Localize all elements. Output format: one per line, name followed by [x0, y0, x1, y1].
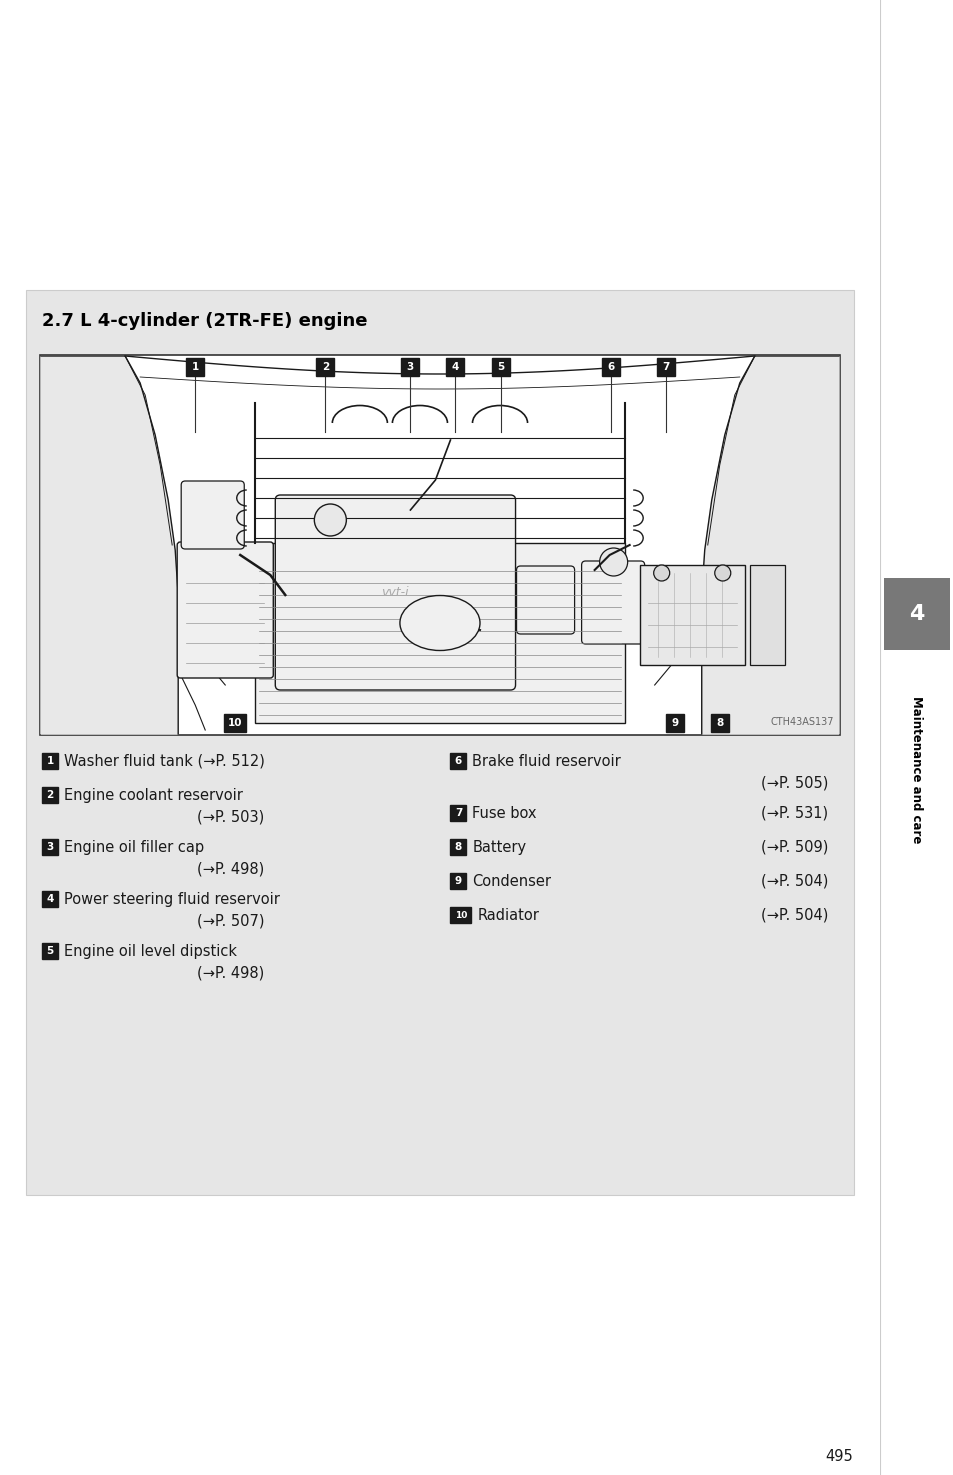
FancyBboxPatch shape [710, 714, 728, 732]
Text: Engine oil filler cap: Engine oil filler cap [64, 839, 204, 856]
Text: (→P. 507): (→P. 507) [197, 914, 264, 929]
Text: Maintenance and care: Maintenance and care [909, 696, 923, 844]
Polygon shape [701, 355, 838, 735]
FancyBboxPatch shape [42, 891, 58, 907]
FancyBboxPatch shape [450, 754, 466, 768]
FancyBboxPatch shape [450, 907, 471, 923]
Text: 9: 9 [671, 717, 678, 727]
FancyBboxPatch shape [581, 560, 644, 645]
Polygon shape [41, 355, 178, 735]
Text: 4: 4 [452, 361, 458, 372]
Text: Fuse box: Fuse box [472, 805, 537, 822]
FancyBboxPatch shape [177, 541, 273, 679]
Text: Engine coolant reservoir: Engine coolant reservoir [64, 788, 243, 802]
Text: 1: 1 [47, 757, 53, 766]
Text: (→P. 531): (→P. 531) [760, 805, 827, 822]
Text: (→P. 498): (→P. 498) [197, 861, 264, 878]
FancyBboxPatch shape [186, 358, 204, 376]
Text: 4: 4 [908, 603, 923, 624]
FancyBboxPatch shape [40, 355, 839, 735]
Text: Radiator: Radiator [477, 909, 538, 923]
Text: 9: 9 [455, 876, 461, 886]
FancyBboxPatch shape [450, 839, 466, 856]
FancyBboxPatch shape [516, 566, 574, 634]
Text: (→P. 505): (→P. 505) [760, 776, 827, 791]
Text: (→P. 504): (→P. 504) [760, 875, 827, 889]
FancyBboxPatch shape [639, 565, 744, 665]
Text: 2: 2 [321, 361, 329, 372]
Text: Battery: Battery [472, 839, 526, 856]
Text: 6: 6 [606, 361, 614, 372]
Circle shape [714, 565, 730, 581]
FancyBboxPatch shape [491, 358, 509, 376]
Text: (→P. 509): (→P. 509) [760, 839, 827, 856]
Text: Engine oil level dipstick: Engine oil level dipstick [64, 944, 236, 959]
FancyBboxPatch shape [254, 543, 624, 723]
FancyBboxPatch shape [883, 578, 949, 650]
Ellipse shape [399, 596, 479, 650]
FancyBboxPatch shape [26, 291, 853, 1195]
Text: Washer fluid tank (→P. 512): Washer fluid tank (→P. 512) [64, 754, 265, 768]
FancyBboxPatch shape [42, 754, 58, 768]
Text: 7: 7 [455, 808, 461, 819]
Text: vvt-i: vvt-i [381, 586, 409, 599]
Text: (→P. 498): (→P. 498) [197, 966, 264, 981]
Text: 4: 4 [47, 894, 53, 904]
FancyBboxPatch shape [224, 714, 246, 732]
Circle shape [599, 549, 627, 577]
Text: 3: 3 [406, 361, 414, 372]
Text: Engine compartment: Engine compartment [35, 77, 377, 105]
FancyBboxPatch shape [450, 873, 466, 889]
Text: 7: 7 [661, 361, 669, 372]
FancyBboxPatch shape [275, 496, 515, 690]
Text: CTH43AS137: CTH43AS137 [770, 717, 833, 727]
FancyBboxPatch shape [450, 805, 466, 822]
FancyBboxPatch shape [446, 358, 464, 376]
Text: Power steering fluid reservoir: Power steering fluid reservoir [64, 892, 279, 907]
FancyBboxPatch shape [181, 481, 244, 549]
FancyBboxPatch shape [656, 358, 674, 376]
FancyBboxPatch shape [316, 358, 334, 376]
Text: 2.7 L 4-cylinder (2TR-FE) engine: 2.7 L 4-cylinder (2TR-FE) engine [42, 313, 367, 330]
Text: 8: 8 [716, 717, 722, 727]
FancyBboxPatch shape [749, 565, 784, 665]
Text: 1: 1 [192, 361, 198, 372]
FancyBboxPatch shape [42, 943, 58, 959]
FancyBboxPatch shape [401, 358, 419, 376]
Text: 6: 6 [455, 757, 461, 766]
Text: Brake fluid reservoir: Brake fluid reservoir [472, 754, 620, 768]
FancyBboxPatch shape [601, 358, 619, 376]
Text: 3: 3 [47, 842, 53, 853]
FancyBboxPatch shape [42, 839, 58, 856]
Text: 495: 495 [825, 1448, 853, 1463]
Circle shape [653, 565, 669, 581]
Text: Condenser: Condenser [472, 875, 551, 889]
Text: 8: 8 [455, 842, 461, 853]
Text: 4-3. Do-it-yourself maintenance: 4-3. Do-it-yourself maintenance [38, 30, 276, 43]
FancyBboxPatch shape [665, 714, 683, 732]
Text: 2: 2 [47, 791, 53, 799]
Text: 10: 10 [455, 910, 467, 919]
FancyBboxPatch shape [42, 788, 58, 802]
Text: 5: 5 [497, 361, 503, 372]
Text: (→P. 503): (→P. 503) [197, 810, 264, 825]
Text: 5: 5 [47, 945, 53, 956]
Text: 10: 10 [228, 717, 242, 727]
Text: (→P. 504): (→P. 504) [760, 909, 827, 923]
Circle shape [314, 504, 346, 535]
